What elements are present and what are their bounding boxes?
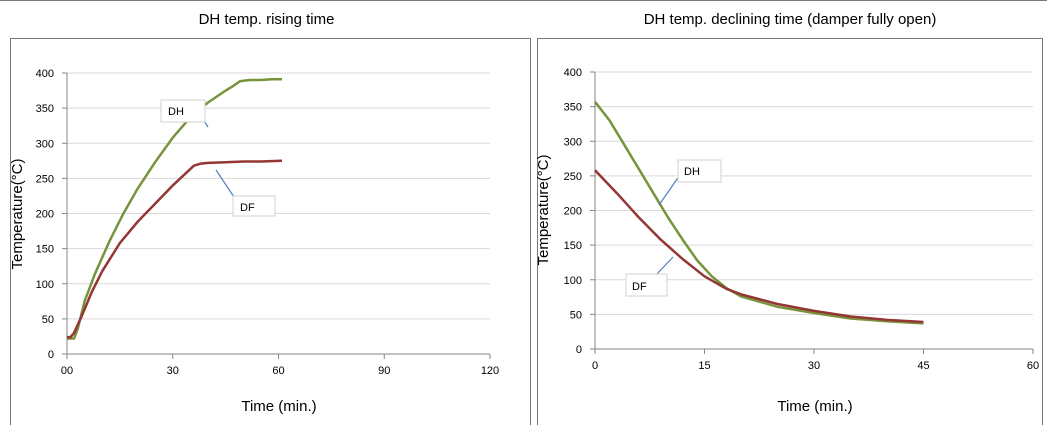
chart-title: DH temp. rising time bbox=[198, 10, 335, 28]
y-tick-label: 0 bbox=[576, 344, 582, 356]
callout-box bbox=[232, 195, 276, 217]
x-tick-label: 60 bbox=[1027, 360, 1039, 372]
y-tick-label: 0 bbox=[48, 349, 54, 361]
y-tick-label: 200 bbox=[36, 209, 54, 221]
y-tick-label: 350 bbox=[36, 103, 54, 115]
y-tick-label: 100 bbox=[36, 279, 54, 291]
y-tick-label: 300 bbox=[36, 138, 54, 150]
divider-line bbox=[0, 0, 533, 1]
y-axis-title: Temperature(°C) bbox=[9, 158, 26, 269]
x-tick-label: 15 bbox=[698, 360, 710, 372]
y-tick-label: 400 bbox=[36, 68, 54, 80]
callout-label: DH bbox=[684, 166, 700, 178]
callout-label: DF bbox=[240, 202, 255, 214]
series-line-df bbox=[594, 169, 924, 324]
callout-box bbox=[160, 99, 206, 123]
callout-label: DF bbox=[632, 281, 647, 293]
line-chart-declining: 0 50 100 150 200 250 300 350 400 0 15 30 45 60 Tempera… bbox=[535, 67, 1039, 415]
x-tick-label: 30 bbox=[167, 365, 179, 377]
y-tick-label: 200 bbox=[564, 206, 582, 218]
y-tick-label: 100 bbox=[564, 275, 582, 287]
y-tick-label: 400 bbox=[564, 67, 582, 79]
chart-panel-rising: DH temp. rising time 0 50 100 150 200 250 300 3… bbox=[0, 0, 533, 425]
y-tick-label: 250 bbox=[36, 173, 54, 185]
x-tick-label: 00 bbox=[61, 365, 73, 377]
series-line-dh bbox=[67, 78, 282, 340]
callout-box bbox=[677, 159, 722, 183]
x-tick-label: 120 bbox=[481, 365, 499, 377]
y-axis-title: Temperature(°C) bbox=[535, 154, 552, 265]
x-tick-label: 60 bbox=[272, 365, 284, 377]
x-axis-title: Time (min.) bbox=[777, 398, 852, 415]
y-tick-label: 350 bbox=[564, 102, 582, 114]
y-tick-label: 300 bbox=[564, 136, 582, 148]
divider-line bbox=[533, 0, 1047, 1]
chart-frame bbox=[537, 38, 1043, 425]
x-tick-label: 45 bbox=[917, 360, 929, 372]
callout-box bbox=[625, 273, 668, 297]
callout-label: DH bbox=[168, 106, 184, 118]
series-line-dh bbox=[594, 101, 924, 325]
chart-panel-declining: DH temp. declining time (damper fully op… bbox=[533, 0, 1047, 425]
callout-leader-line bbox=[215, 169, 235, 198]
y-tick-label: 50 bbox=[570, 309, 582, 321]
callout-leader-line bbox=[654, 256, 674, 277]
x-tick-label: 90 bbox=[378, 365, 390, 377]
y-tick-label: 150 bbox=[36, 244, 54, 256]
series-line-df bbox=[67, 159, 283, 339]
x-axis-title: Time (min.) bbox=[241, 398, 316, 415]
x-tick-label: 0 bbox=[592, 360, 598, 372]
line-chart-rising: 0 50 100 150 200 250 300 350 400 00 30 60 90 120 Tempe… bbox=[9, 68, 499, 415]
chart-frame bbox=[10, 38, 531, 425]
x-tick-label: 30 bbox=[808, 360, 820, 372]
y-tick-label: 150 bbox=[564, 240, 582, 252]
y-tick-label: 250 bbox=[564, 171, 582, 183]
chart-title: DH temp. declining time (damper fully op… bbox=[643, 10, 937, 28]
y-tick-label: 50 bbox=[42, 314, 54, 326]
